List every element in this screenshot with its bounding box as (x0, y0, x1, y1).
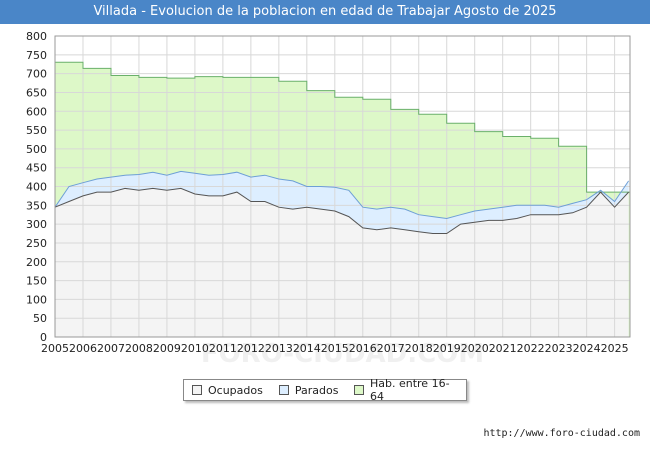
x-tick-label: 2011 (209, 342, 237, 355)
x-tick-label: 2017 (377, 342, 405, 355)
legend-item-parados: Parados (278, 383, 339, 397)
x-tick-label: 2014 (293, 342, 321, 355)
x-tick-label: 2005 (41, 342, 69, 355)
x-tick-label: 2019 (433, 342, 461, 355)
legend-label-hab: Hab. entre 16-64 (369, 377, 450, 403)
plot-frame (54, 35, 631, 338)
legend-label-ocupados: Ocupados (208, 383, 263, 397)
chart-title: Villada - Evolucion de la poblacion en e… (0, 0, 650, 24)
y-tick-label: 800 (26, 30, 47, 43)
line-hab (55, 61, 630, 193)
x-tick-label: 2020 (461, 342, 489, 355)
y-tick-label: 650 (26, 86, 47, 99)
y-tick-label: 400 (26, 181, 47, 194)
source-link[interactable]: http://www.foro-ciudad.com (483, 428, 640, 439)
legend-item-hab: Hab. entre 16-64 (354, 377, 458, 403)
y-tick-label: 450 (26, 162, 47, 175)
x-tick-label: 2009 (153, 342, 181, 355)
line-parados (54, 170, 630, 220)
y-tick-label: 100 (26, 293, 47, 306)
x-tick-label: 2021 (489, 342, 517, 355)
line-ocupados (54, 187, 629, 234)
y-tick-label: 550 (26, 124, 47, 137)
watermark: FORO-CIUDAD.COM (201, 339, 484, 369)
y-tick-label: 300 (26, 218, 47, 231)
legend-swatch-hab (354, 385, 364, 395)
y-tick-label: 200 (26, 256, 47, 269)
x-tick-label: 2010 (181, 342, 209, 355)
y-tick-label: 0 (40, 331, 47, 344)
legend-swatch-parados (278, 385, 289, 395)
legend-label-parados: Parados (294, 383, 339, 397)
y-tick-label: 600 (26, 105, 47, 118)
legend: Ocupados Parados Hab. entre 16-64 (183, 377, 467, 403)
x-tick-label: 2024 (573, 342, 601, 355)
y-tick-label: 150 (26, 275, 47, 288)
y-tick-label: 500 (26, 143, 47, 156)
y-tick-label: 50 (33, 312, 47, 325)
x-tick-label: 2008 (125, 342, 153, 355)
y-tick-label: 700 (26, 68, 47, 81)
x-tick-label: 2012 (237, 342, 265, 355)
x-tick-label: 2006 (69, 342, 97, 355)
y-tick-label: 250 (26, 237, 47, 250)
x-tick-label: 2015 (321, 342, 349, 355)
x-tick-label: 2018 (405, 342, 433, 355)
y-tick-label: 750 (26, 49, 47, 62)
x-tick-label: 2025 (601, 342, 629, 355)
legend-swatch-ocupados (192, 385, 202, 395)
x-tick-label: 2022 (517, 342, 545, 355)
x-tick-label: 2016 (349, 342, 377, 355)
x-tick-label: 2023 (545, 342, 573, 355)
x-tick-label: 2013 (265, 342, 293, 355)
x-tick-label: 2007 (97, 342, 125, 355)
legend-item-ocupados: Ocupados (192, 384, 263, 397)
y-tick-label: 350 (26, 199, 47, 212)
